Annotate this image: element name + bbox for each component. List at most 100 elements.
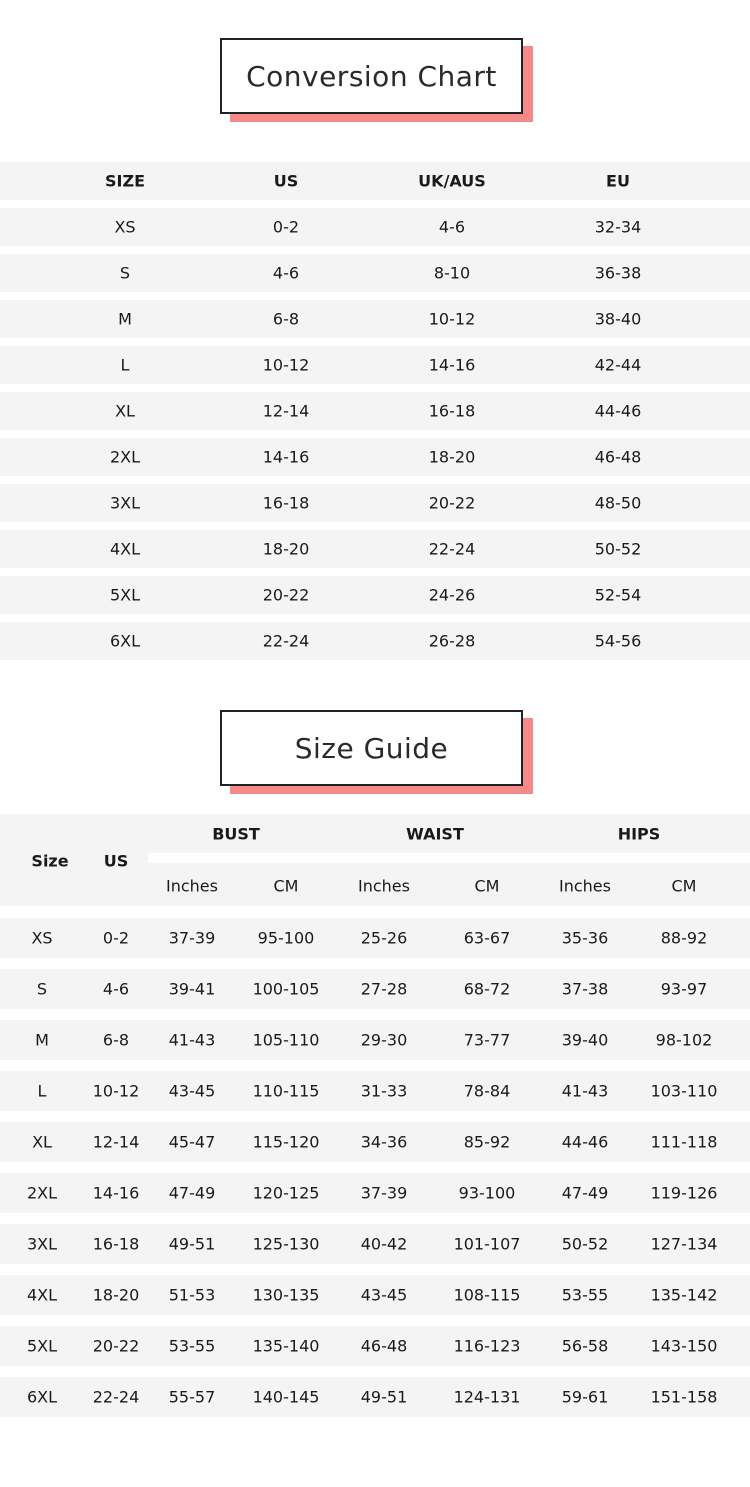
table-cell: 115-120 [252, 1132, 320, 1152]
table-cell: 29-30 [360, 1030, 408, 1050]
table-cell: 22-24 [428, 539, 476, 559]
unit-header: CM [474, 876, 500, 896]
table-cell: 27-28 [360, 979, 408, 999]
table-cell: 37-38 [561, 979, 609, 999]
table-cell: 14-16 [262, 447, 310, 467]
table-cell: 18-20 [92, 1285, 140, 1305]
table-cell: 37-39 [360, 1183, 408, 1203]
table-cell: 48-50 [594, 493, 642, 513]
table-cell: 18-20 [262, 539, 310, 559]
column-header: UK/AUS [418, 171, 486, 191]
table-cell: 100-105 [252, 979, 320, 999]
conversion-title-card: Conversion Chart [220, 38, 533, 122]
table-cell: 34-36 [360, 1132, 408, 1152]
table-cell: 63-67 [463, 928, 511, 948]
table-cell: 10-12 [428, 309, 476, 329]
table-cell: 78-84 [463, 1081, 511, 1101]
table-cell: 0-2 [272, 217, 300, 237]
table-row [0, 969, 750, 1009]
table-cell: 2XL [26, 1183, 58, 1203]
table-cell: 49-51 [168, 1234, 216, 1254]
table-cell: 108-115 [453, 1285, 521, 1305]
header-divider [148, 853, 750, 863]
table-cell: 53-55 [168, 1336, 216, 1356]
us-header: US [103, 851, 129, 871]
table-cell: 39-40 [561, 1030, 609, 1050]
measure-group-header: HIPS [617, 824, 661, 844]
table-cell: 130-135 [252, 1285, 320, 1305]
size-guide-title-card: Size Guide [220, 710, 533, 794]
table-cell: 105-110 [252, 1030, 320, 1050]
table-cell: 4-6 [272, 263, 300, 283]
table-cell: 16-18 [428, 401, 476, 421]
table-row [0, 254, 750, 292]
table-cell: 46-48 [594, 447, 642, 467]
column-header: US [273, 171, 299, 191]
table-row [0, 1275, 750, 1315]
table-cell: 32-34 [594, 217, 642, 237]
table-cell: 20-22 [262, 585, 310, 605]
table-cell: 37-39 [168, 928, 216, 948]
table-cell: 93-97 [660, 979, 708, 999]
table-cell: 56-58 [561, 1336, 609, 1356]
column-header: SIZE [104, 171, 146, 191]
table-cell: 135-140 [252, 1336, 320, 1356]
table-cell: 22-24 [262, 631, 310, 651]
table-cell: XL [32, 1132, 52, 1152]
table-cell: M [118, 309, 132, 329]
table-cell: 6-8 [272, 309, 300, 329]
table-cell: 12-14 [92, 1132, 140, 1152]
table-cell: 85-92 [463, 1132, 511, 1152]
table-cell: 3XL [26, 1234, 58, 1254]
table-cell: 12-14 [262, 401, 310, 421]
table-cell: L [37, 1081, 47, 1101]
table-cell: S [119, 263, 131, 283]
table-cell: 8-10 [433, 263, 471, 283]
table-row [0, 438, 750, 476]
table-cell: 20-22 [92, 1336, 140, 1356]
table-cell: 41-43 [168, 1030, 216, 1050]
table-row [0, 300, 750, 338]
unit-header: Inches [358, 876, 410, 896]
table-row [0, 1020, 750, 1060]
table-row [0, 346, 750, 384]
table-cell: 151-158 [650, 1387, 718, 1407]
table-cell: 125-130 [252, 1234, 320, 1254]
table-cell: 50-52 [561, 1234, 609, 1254]
table-cell: 10-12 [262, 355, 310, 375]
table-cell: 3XL [109, 493, 141, 513]
table-cell: 26-28 [428, 631, 476, 651]
table-cell: 0-2 [102, 928, 130, 948]
table-cell: 110-115 [252, 1081, 320, 1101]
unit-header: Inches [166, 876, 218, 896]
table-cell: 14-16 [428, 355, 476, 375]
table-row [0, 1173, 750, 1213]
table-cell: 54-56 [594, 631, 642, 651]
table-cell: 16-18 [92, 1234, 140, 1254]
unit-header: CM [671, 876, 697, 896]
table-cell: 6-8 [102, 1030, 130, 1050]
table-cell: 2XL [109, 447, 141, 467]
table-cell: 49-51 [360, 1387, 408, 1407]
table-cell: 20-22 [428, 493, 476, 513]
table-cell: 40-42 [360, 1234, 408, 1254]
table-row [0, 1377, 750, 1417]
table-cell: 68-72 [463, 979, 511, 999]
size-header: Size [31, 851, 69, 871]
table-row [0, 530, 750, 568]
table-cell: 4XL [109, 539, 141, 559]
table-cell: 24-26 [428, 585, 476, 605]
table-cell: XS [31, 928, 53, 948]
table-row [0, 1071, 750, 1111]
table-row [0, 208, 750, 246]
table-cell: 43-45 [360, 1285, 408, 1305]
table-cell: 31-33 [360, 1081, 408, 1101]
table-cell: 124-131 [453, 1387, 521, 1407]
table-cell: 18-20 [428, 447, 476, 467]
table-cell: 143-150 [650, 1336, 718, 1356]
table-cell: 6XL [109, 631, 141, 651]
table-cell: 120-125 [252, 1183, 320, 1203]
table-cell: 35-36 [561, 928, 609, 948]
table-cell: 41-43 [561, 1081, 609, 1101]
